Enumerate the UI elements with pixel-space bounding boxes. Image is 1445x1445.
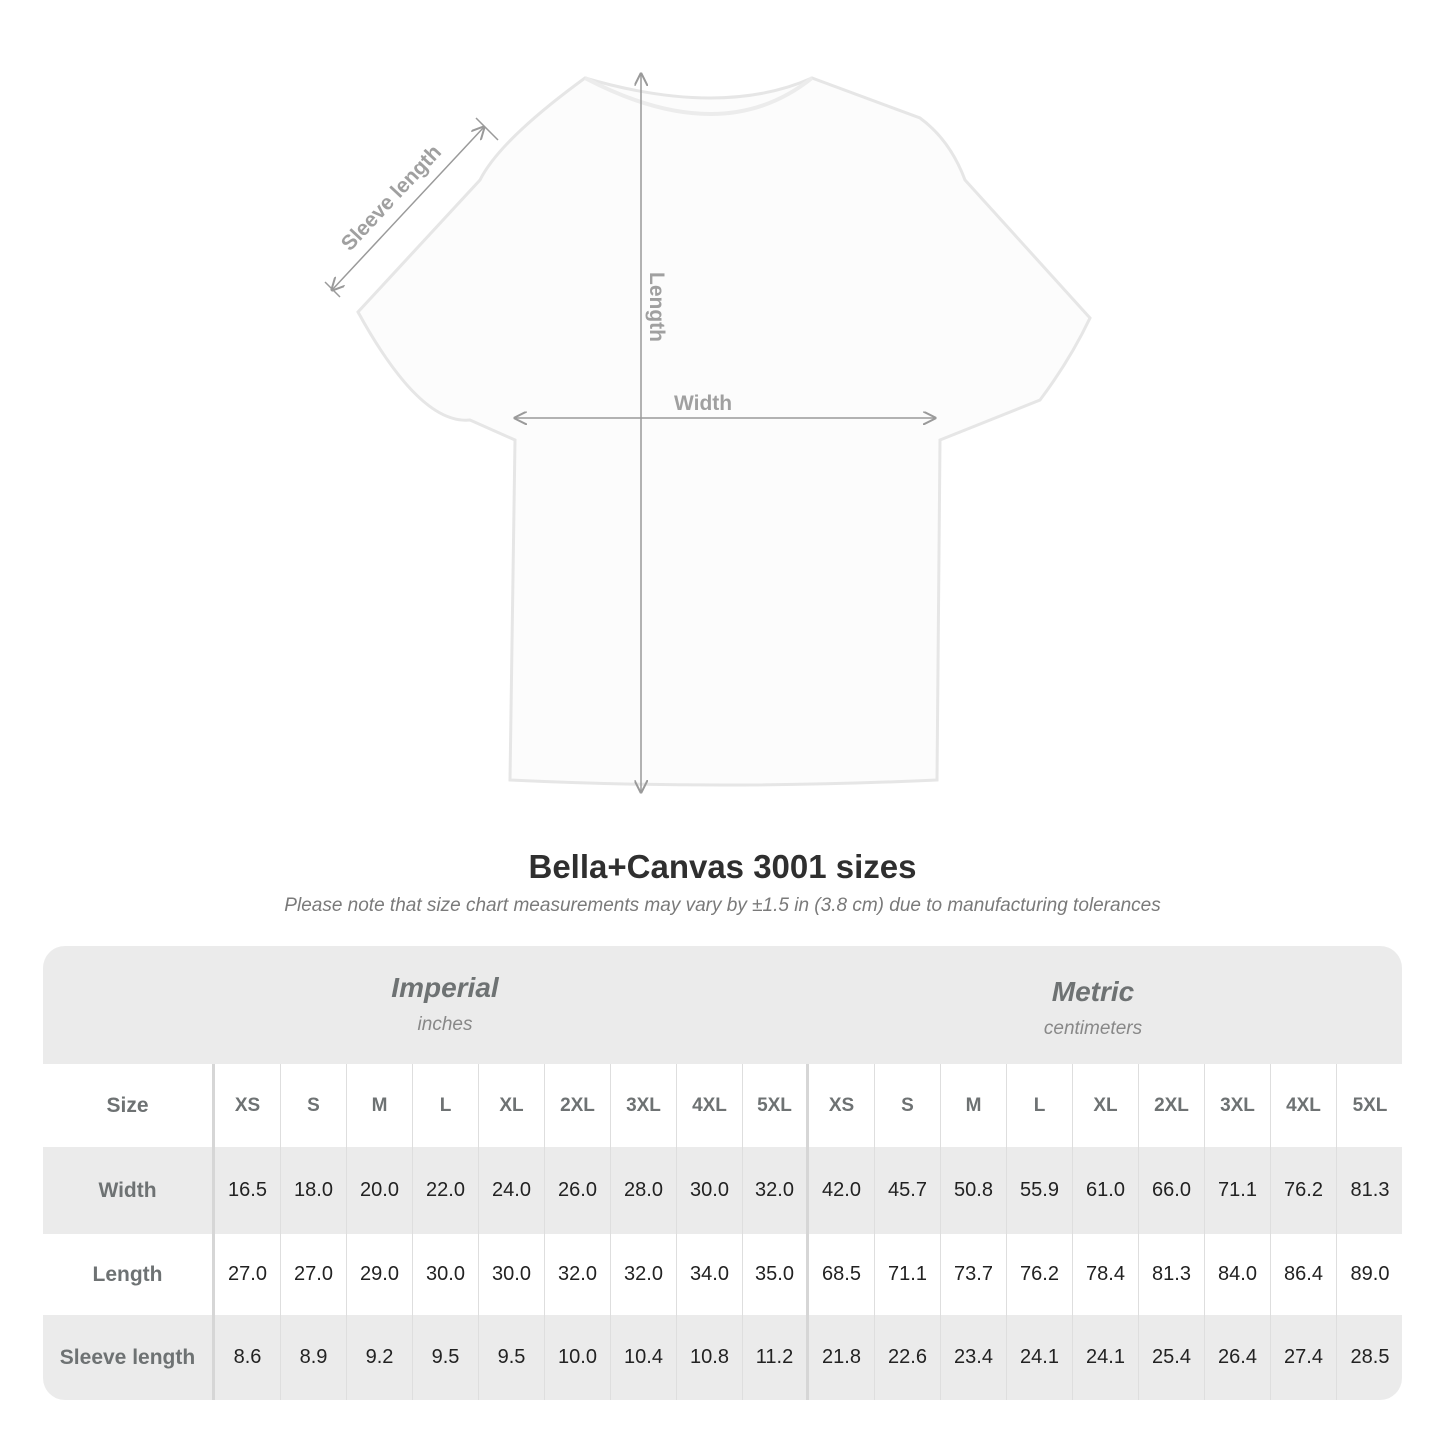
table-row: Width 16.5 18.0 20.0 22.0 24.0 26.0 28.0 30.0 32.… [43,1147,1402,1234]
unit-header: Imperial inches Metric centimeters [43,946,1402,1064]
table-cell: 32.0 [545,1234,611,1315]
row-label: Width [43,1147,215,1234]
table-cell: 25.4 [1139,1315,1205,1400]
table-cell: 24.0 [479,1147,545,1234]
size-header-imperial: 4XL [677,1064,743,1147]
table-cell: 16.5 [215,1147,281,1234]
tshirt-diagram: Sleeve length Length Width [324,0,1092,820]
table-cell: 26.0 [545,1147,611,1234]
row-label: Sleeve length [43,1315,215,1400]
imperial-unit: inches [417,1014,473,1035]
metric-unit: centimeters [1043,1018,1143,1039]
table-cell: 10.4 [611,1315,677,1400]
table-cell: 81.3 [1350,1179,1390,1201]
table-cell: 22.0 [413,1147,479,1234]
size-header-metric: XL [1073,1064,1139,1147]
table-cell: 71.1 [1205,1147,1271,1234]
imperial-header: Imperial inches [215,972,675,1036]
metric-header: Metric centimeters [863,976,1323,1040]
size-table: Imperial inches Metric centimeters Size … [43,946,1402,1400]
table-cell: 28.0 [611,1147,677,1234]
tshirt-image [356,76,1092,787]
table-cell: 21.8 [809,1315,875,1400]
length-label: Length [645,272,668,342]
table-cell: 89.0 [1350,1263,1390,1285]
table-cell: 35.0 [743,1234,809,1315]
size-row: Size XS S M L XL 2XL 3XL 4XL 5XL XS S M L XL 2XL 3XL 4XL… [43,1064,1402,1147]
table-cell: 23.4 [941,1315,1007,1400]
table-cell: 10.0 [545,1315,611,1400]
metric-title: Metric [1051,976,1135,1007]
table-cell: 66.0 [1139,1147,1205,1234]
size-header-imperial: L [413,1064,479,1147]
sleeve-arrow [332,127,484,290]
size-header-imperial: 2XL [545,1064,611,1147]
table-cell: 30.0 [479,1234,545,1315]
size-header-imperial: XL [479,1064,545,1147]
table-cell: 32.0 [743,1147,809,1234]
table-cell: 34.0 [677,1234,743,1315]
table-cell: 55.9 [1007,1147,1073,1234]
table-cell: 26.4 [1205,1315,1271,1400]
table-cell: 27.4 [1271,1315,1337,1400]
size-header-imperial: S [281,1064,347,1147]
size-header-metric: XS [809,1064,875,1147]
table-cell: 30.0 [413,1234,479,1315]
size-header-imperial: M [347,1064,413,1147]
size-header-imperial: XS [215,1064,281,1147]
table-cell: 9.5 [479,1315,545,1400]
imperial-title: Imperial [391,972,499,1003]
table-cell: 68.5 [809,1234,875,1315]
table-cell: 9.2 [347,1315,413,1400]
table-cell: 22.6 [875,1315,941,1400]
table-cell: 8.9 [281,1315,347,1400]
table-cell: 81.3 [1139,1234,1205,1315]
size-header-metric: M [941,1064,1007,1147]
table-cell: 61.0 [1073,1147,1139,1234]
size-header-metric: 3XL [1205,1064,1271,1147]
width-label: Width [674,392,732,415]
table-cell: 29.0 [347,1234,413,1315]
table-cell: 86.4 [1271,1234,1337,1315]
page-title: Bella+Canvas 3001 sizes [528,848,917,885]
table-cell: 84.0 [1205,1234,1271,1315]
table-cell: 8.6 [215,1315,281,1400]
table-cell: 9.5 [413,1315,479,1400]
table-cell: 45.7 [875,1147,941,1234]
table-cell: 76.2 [1271,1147,1337,1234]
table-row: Length 27.0 27.0 29.0 30.0 30.0 32.0 32.0 34.0 35… [43,1234,1402,1315]
table-cell: 42.0 [809,1147,875,1234]
size-header-imperial: 3XL [611,1064,677,1147]
table-cell: 24.1 [1073,1315,1139,1400]
table-cell: 50.8 [941,1147,1007,1234]
table-cell: 28.5 [1350,1346,1390,1368]
table-row: Sleeve length 8.6 8.9 9.2 9.5 9.5 10.0 10.4 10.8… [43,1315,1402,1400]
table-cell: 32.0 [611,1234,677,1315]
size-header-metric: L [1007,1064,1073,1147]
table-cell: 78.4 [1073,1234,1139,1315]
table-cell: 73.7 [941,1234,1007,1315]
size-header-metric: S [875,1064,941,1147]
table-cell: 27.0 [215,1234,281,1315]
size-header-imperial: 5XL [743,1064,809,1147]
table-cell: 20.0 [347,1147,413,1234]
tolerance-note: Please note that size chart measurements… [284,895,1161,916]
size-header-metric: 5XL [1352,1094,1388,1116]
row-label: Length [43,1234,215,1315]
table-cell: 76.2 [1007,1234,1073,1315]
table-cell: 18.0 [281,1147,347,1234]
table-cell: 10.8 [677,1315,743,1400]
table-cell: 11.2 [743,1315,809,1400]
row-label: Size [43,1064,215,1147]
table-cell: 24.1 [1007,1315,1073,1400]
table-cell: 30.0 [677,1147,743,1234]
table-cell: 71.1 [875,1234,941,1315]
table-cell: 27.0 [281,1234,347,1315]
size-header-metric: 4XL [1271,1064,1337,1147]
size-header-metric: 2XL [1139,1064,1205,1147]
